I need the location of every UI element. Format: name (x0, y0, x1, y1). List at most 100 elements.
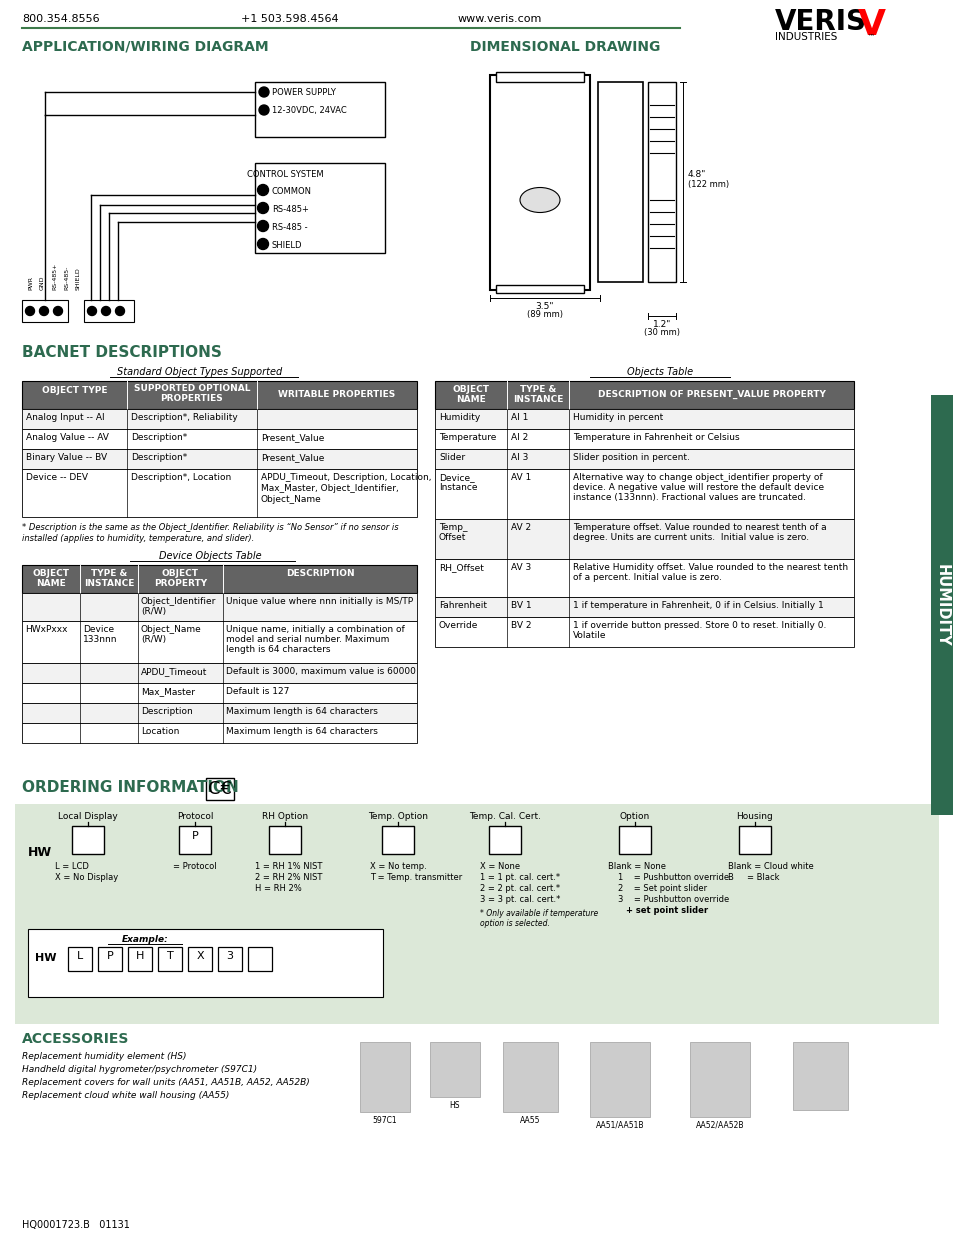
Text: Replacement covers for wall units (AA51, AA51B, AA52, AA52B): Replacement covers for wall units (AA51,… (22, 1078, 310, 1087)
Bar (435, 429, 853, 449)
Text: Object_Name: Object_Name (261, 496, 321, 504)
Text: L = LCD: L = LCD (55, 862, 89, 871)
Bar (689, 1042, 749, 1118)
Text: 597C1: 597C1 (373, 1116, 396, 1125)
Bar (618, 826, 650, 854)
Text: X = None: X = None (479, 862, 519, 871)
Text: Humidity in percent: Humidity in percent (573, 413, 662, 422)
Text: 133nnn: 133nnn (83, 636, 117, 644)
Text: BV 1: BV 1 (511, 601, 531, 610)
Text: Humidity: Humidity (438, 413, 479, 422)
Text: installed (applies to humidity, temperature, and slider).: installed (applies to humidity, temperat… (22, 534, 254, 543)
Bar (206, 778, 233, 800)
Text: RH Option: RH Option (262, 812, 308, 821)
Text: Temperature: Temperature (438, 432, 496, 442)
Bar (496, 285, 583, 292)
Text: Replacement cloud white wall housing (AA55): Replacement cloud white wall housing (AA… (22, 1092, 229, 1100)
Text: AA52/AA52B: AA52/AA52B (695, 1121, 743, 1130)
Bar (98, 947, 122, 971)
Text: +1 503.598.4564: +1 503.598.4564 (241, 14, 338, 24)
Text: Instance: Instance (438, 483, 477, 492)
Bar (435, 409, 853, 429)
Bar (435, 470, 853, 519)
Bar (269, 826, 301, 854)
Bar (739, 826, 770, 854)
Text: HW: HW (28, 846, 52, 859)
Text: ORDERING INFORMATION: ORDERING INFORMATION (22, 781, 238, 795)
Text: RH_Offset: RH_Offset (438, 563, 483, 572)
Text: Fahrenheit: Fahrenheit (438, 601, 486, 610)
Text: NAME: NAME (36, 579, 66, 589)
Text: Unique value where nnn initially is MS/TP: Unique value where nnn initially is MS/T… (226, 597, 413, 606)
Circle shape (258, 87, 269, 97)
Text: instance (133nnn). Fractional values are truncated.: instance (133nnn). Fractional values are… (573, 493, 805, 502)
Text: Object_Name: Object_Name (141, 624, 201, 634)
Text: degree. Units are current units.  Initial value is zero.: degree. Units are current units. Initial… (573, 533, 808, 541)
Bar (68, 947, 91, 971)
Text: PWR: PWR (28, 276, 33, 290)
Bar (22, 449, 416, 470)
Text: AI 3: AI 3 (511, 453, 528, 462)
Text: option is selected.: option is selected. (479, 919, 549, 928)
Text: Description*: Description* (131, 432, 187, 442)
Circle shape (39, 306, 49, 316)
Text: Device_: Device_ (438, 473, 475, 482)
Text: + set point slider: + set point slider (625, 906, 707, 914)
Bar (179, 826, 211, 854)
Text: 3.5": 3.5" (536, 302, 554, 311)
Circle shape (101, 306, 111, 316)
Text: 2    = Set point slider: 2 = Set point slider (618, 883, 706, 893)
Text: GND: GND (40, 275, 45, 290)
Text: Blank = None: Blank = None (607, 862, 665, 871)
Bar (218, 947, 242, 971)
Bar (22, 683, 416, 703)
Bar (22, 663, 416, 683)
Text: TYPE &: TYPE & (519, 385, 556, 394)
Text: HS: HS (449, 1101, 459, 1110)
Text: Volatile: Volatile (573, 631, 606, 641)
Text: Unique name, initially a combination of: Unique name, initially a combination of (226, 624, 404, 634)
Text: Replacement humidity element (HS): Replacement humidity element (HS) (22, 1052, 186, 1061)
Bar (496, 72, 583, 82)
Text: model and serial number. Maximum: model and serial number. Maximum (226, 636, 389, 644)
Text: RS-485+: RS-485+ (52, 263, 57, 290)
Circle shape (257, 202, 268, 213)
Text: Relative Humidity offset. Value rounded to the nearest tenth: Relative Humidity offset. Value rounded … (573, 563, 847, 572)
Text: PROPERTY: PROPERTY (153, 579, 207, 589)
Text: AA55: AA55 (519, 1116, 539, 1125)
Text: DESCRIPTION OF PRESENT_VALUE PROPERTY: DESCRIPTION OF PRESENT_VALUE PROPERTY (597, 390, 824, 399)
Text: INDUSTRIES: INDUSTRIES (774, 32, 837, 42)
Text: 1 = RH 1% NIST: 1 = RH 1% NIST (254, 862, 322, 871)
Text: of a percent. Initial value is zero.: of a percent. Initial value is zero. (573, 572, 721, 582)
Text: POWER SUPPLY: POWER SUPPLY (272, 88, 335, 97)
Text: AV 1: AV 1 (511, 473, 531, 482)
Text: TYPE &: TYPE & (91, 569, 127, 579)
Text: 1 if override button pressed. Store 0 to reset. Initially 0.: 1 if override button pressed. Store 0 to… (573, 621, 825, 629)
Bar (435, 559, 853, 597)
Text: 1.2": 1.2" (652, 320, 671, 330)
Text: DESCRIPTION: DESCRIPTION (285, 569, 354, 579)
Ellipse shape (519, 187, 559, 213)
Text: Description*, Reliability: Description*, Reliability (131, 413, 237, 422)
Text: HUMIDITY: HUMIDITY (934, 564, 949, 647)
Bar (158, 947, 182, 971)
Text: Max_Master: Max_Master (141, 686, 194, 696)
Text: H = RH 2%: H = RH 2% (254, 883, 301, 893)
Text: X = No temp.: X = No temp. (370, 862, 426, 871)
Text: APPLICATION/WIRING DIAGRAM: APPLICATION/WIRING DIAGRAM (22, 40, 269, 55)
Circle shape (257, 185, 268, 196)
Bar (489, 826, 520, 854)
Text: HWxPxxx: HWxPxxx (25, 624, 68, 634)
Text: Offset: Offset (438, 533, 466, 541)
Text: P: P (192, 831, 198, 841)
Text: OBJECT: OBJECT (452, 385, 489, 394)
Text: Slider position in percent.: Slider position in percent. (573, 453, 689, 462)
Text: APDU_Timeout, Description, Location,: APDU_Timeout, Description, Location, (261, 473, 431, 482)
Text: Maximum length is 64 characters: Maximum length is 64 characters (226, 707, 377, 716)
Circle shape (115, 306, 125, 316)
Text: APDU_Timeout: APDU_Timeout (141, 667, 207, 676)
Text: RS-485-: RS-485- (64, 265, 69, 290)
Text: AV 2: AV 2 (511, 523, 531, 532)
Bar (22, 382, 416, 409)
Text: Objects Table: Objects Table (626, 367, 692, 377)
